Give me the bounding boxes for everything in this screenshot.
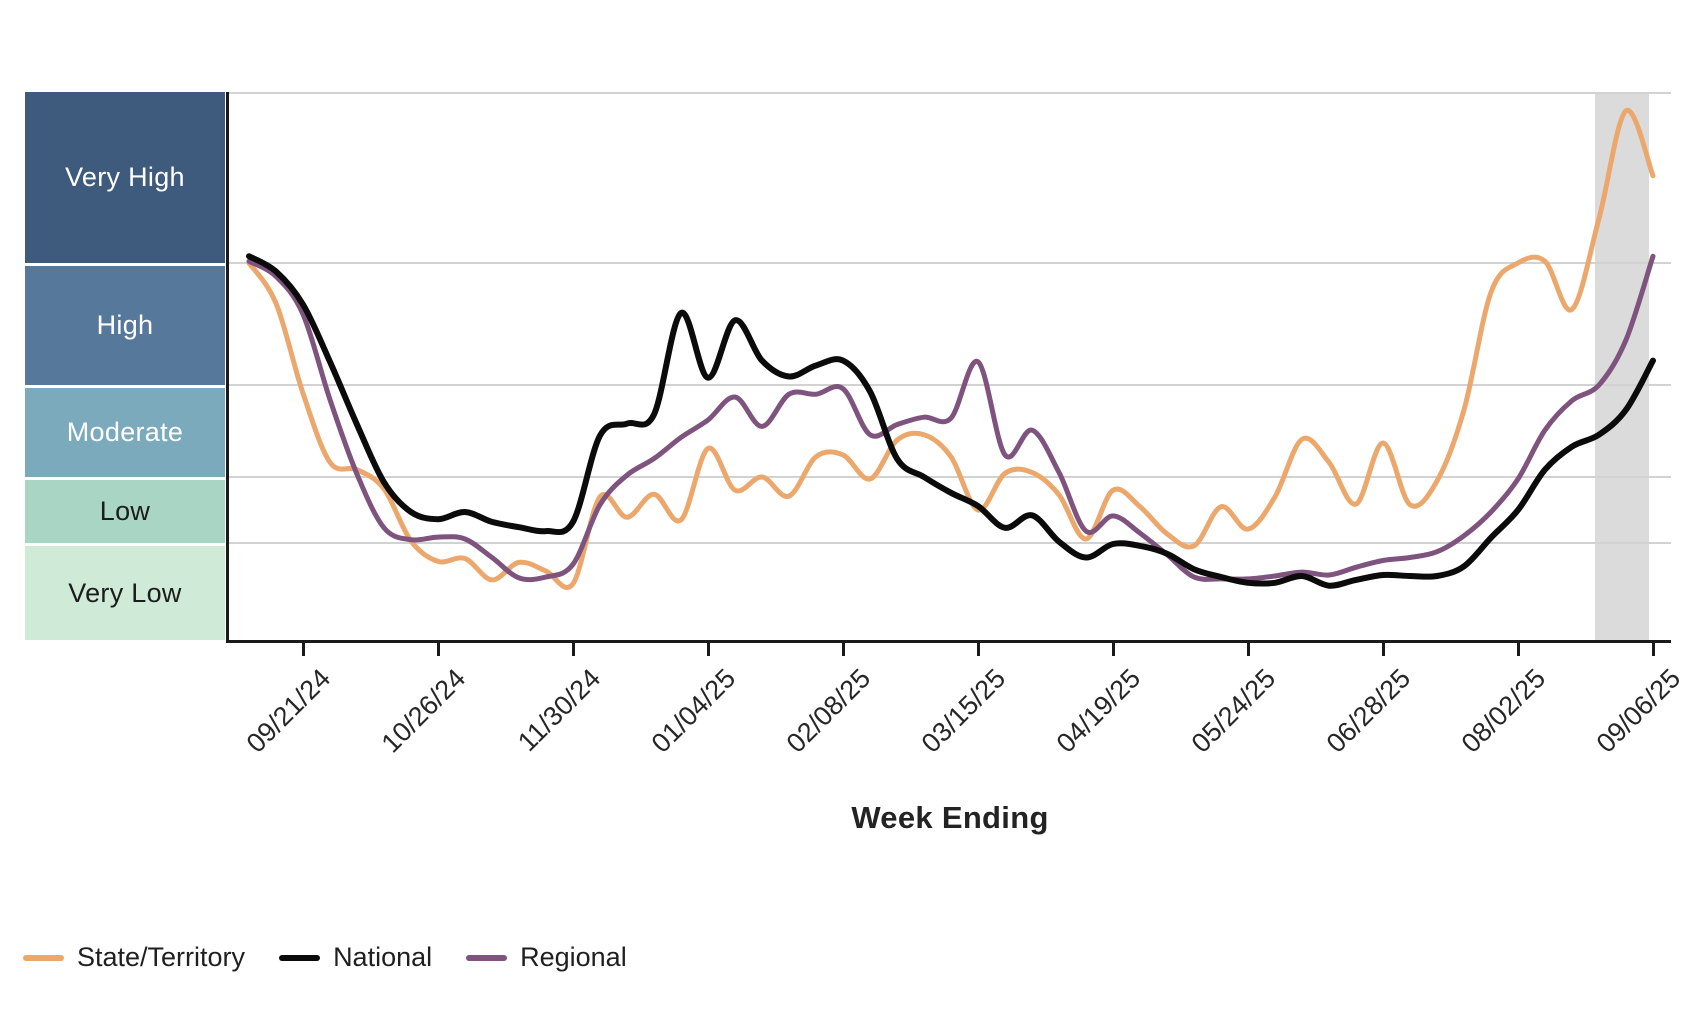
x-axis-tick — [301, 643, 305, 656]
plot-lines-svg — [229, 92, 1671, 640]
legend-label: State/Territory — [77, 942, 246, 972]
legend-label: National — [333, 942, 433, 972]
legend-item-national: National — [279, 942, 432, 973]
x-axis-tick — [1246, 643, 1250, 656]
x-axis-tick — [1651, 643, 1655, 656]
x-axis-tick — [1381, 643, 1385, 656]
x-tick-label: 01/04/25 — [645, 663, 742, 759]
x-axis-tick — [571, 643, 575, 656]
plot-area — [226, 92, 1671, 643]
x-axis-tick — [1111, 643, 1115, 656]
series-line-national — [246, 253, 1656, 589]
band-very-high: Very High — [25, 92, 225, 263]
legend-label: Regional — [520, 942, 627, 972]
series-line-state-territory — [246, 108, 1656, 590]
band-label: Very Low — [68, 577, 182, 608]
regional-line-swatch-icon — [466, 954, 508, 961]
legend-item-regional: Regional — [466, 942, 627, 973]
x-tick-label: 02/08/25 — [780, 663, 877, 759]
band-very-low: Very Low — [25, 543, 225, 640]
band-label: High — [96, 310, 154, 340]
band-low: Low — [25, 477, 225, 543]
recent-data-shading — [1595, 92, 1649, 640]
x-axis-tick — [436, 643, 440, 656]
band-label: Moderate — [66, 417, 184, 447]
band-moderate: Moderate — [25, 385, 225, 477]
x-tick-label: 09/21/24 — [240, 663, 337, 759]
legend: State/Territory National Regional — [23, 942, 627, 973]
x-axis-title: Week Ending — [851, 800, 1049, 835]
series-line-regional — [246, 253, 1656, 583]
band-high: High — [25, 263, 225, 385]
national-line-swatch-icon — [279, 954, 321, 961]
x-tick-label: 11/30/24 — [512, 663, 607, 758]
state-territory-line-swatch-icon — [23, 954, 64, 961]
band-label: Very High — [65, 162, 185, 192]
x-tick-label: 05/24/25 — [1185, 663, 1282, 759]
band-label: Low — [99, 496, 151, 526]
x-tick-label: 10/26/24 — [375, 663, 472, 759]
x-tick-label: 04/19/25 — [1050, 663, 1147, 759]
x-axis-tick — [976, 643, 980, 656]
x-axis-tick — [706, 643, 710, 656]
x-axis-tick — [841, 643, 845, 656]
x-tick-label: 03/15/25 — [915, 663, 1012, 759]
x-axis-tick — [1516, 643, 1520, 656]
legend-item-state-territory: State/Territory — [23, 942, 245, 973]
x-tick-label: 06/28/25 — [1320, 663, 1417, 759]
x-tick-label: 08/02/25 — [1455, 663, 1552, 759]
x-tick-label: 09/06/25 — [1590, 663, 1687, 759]
